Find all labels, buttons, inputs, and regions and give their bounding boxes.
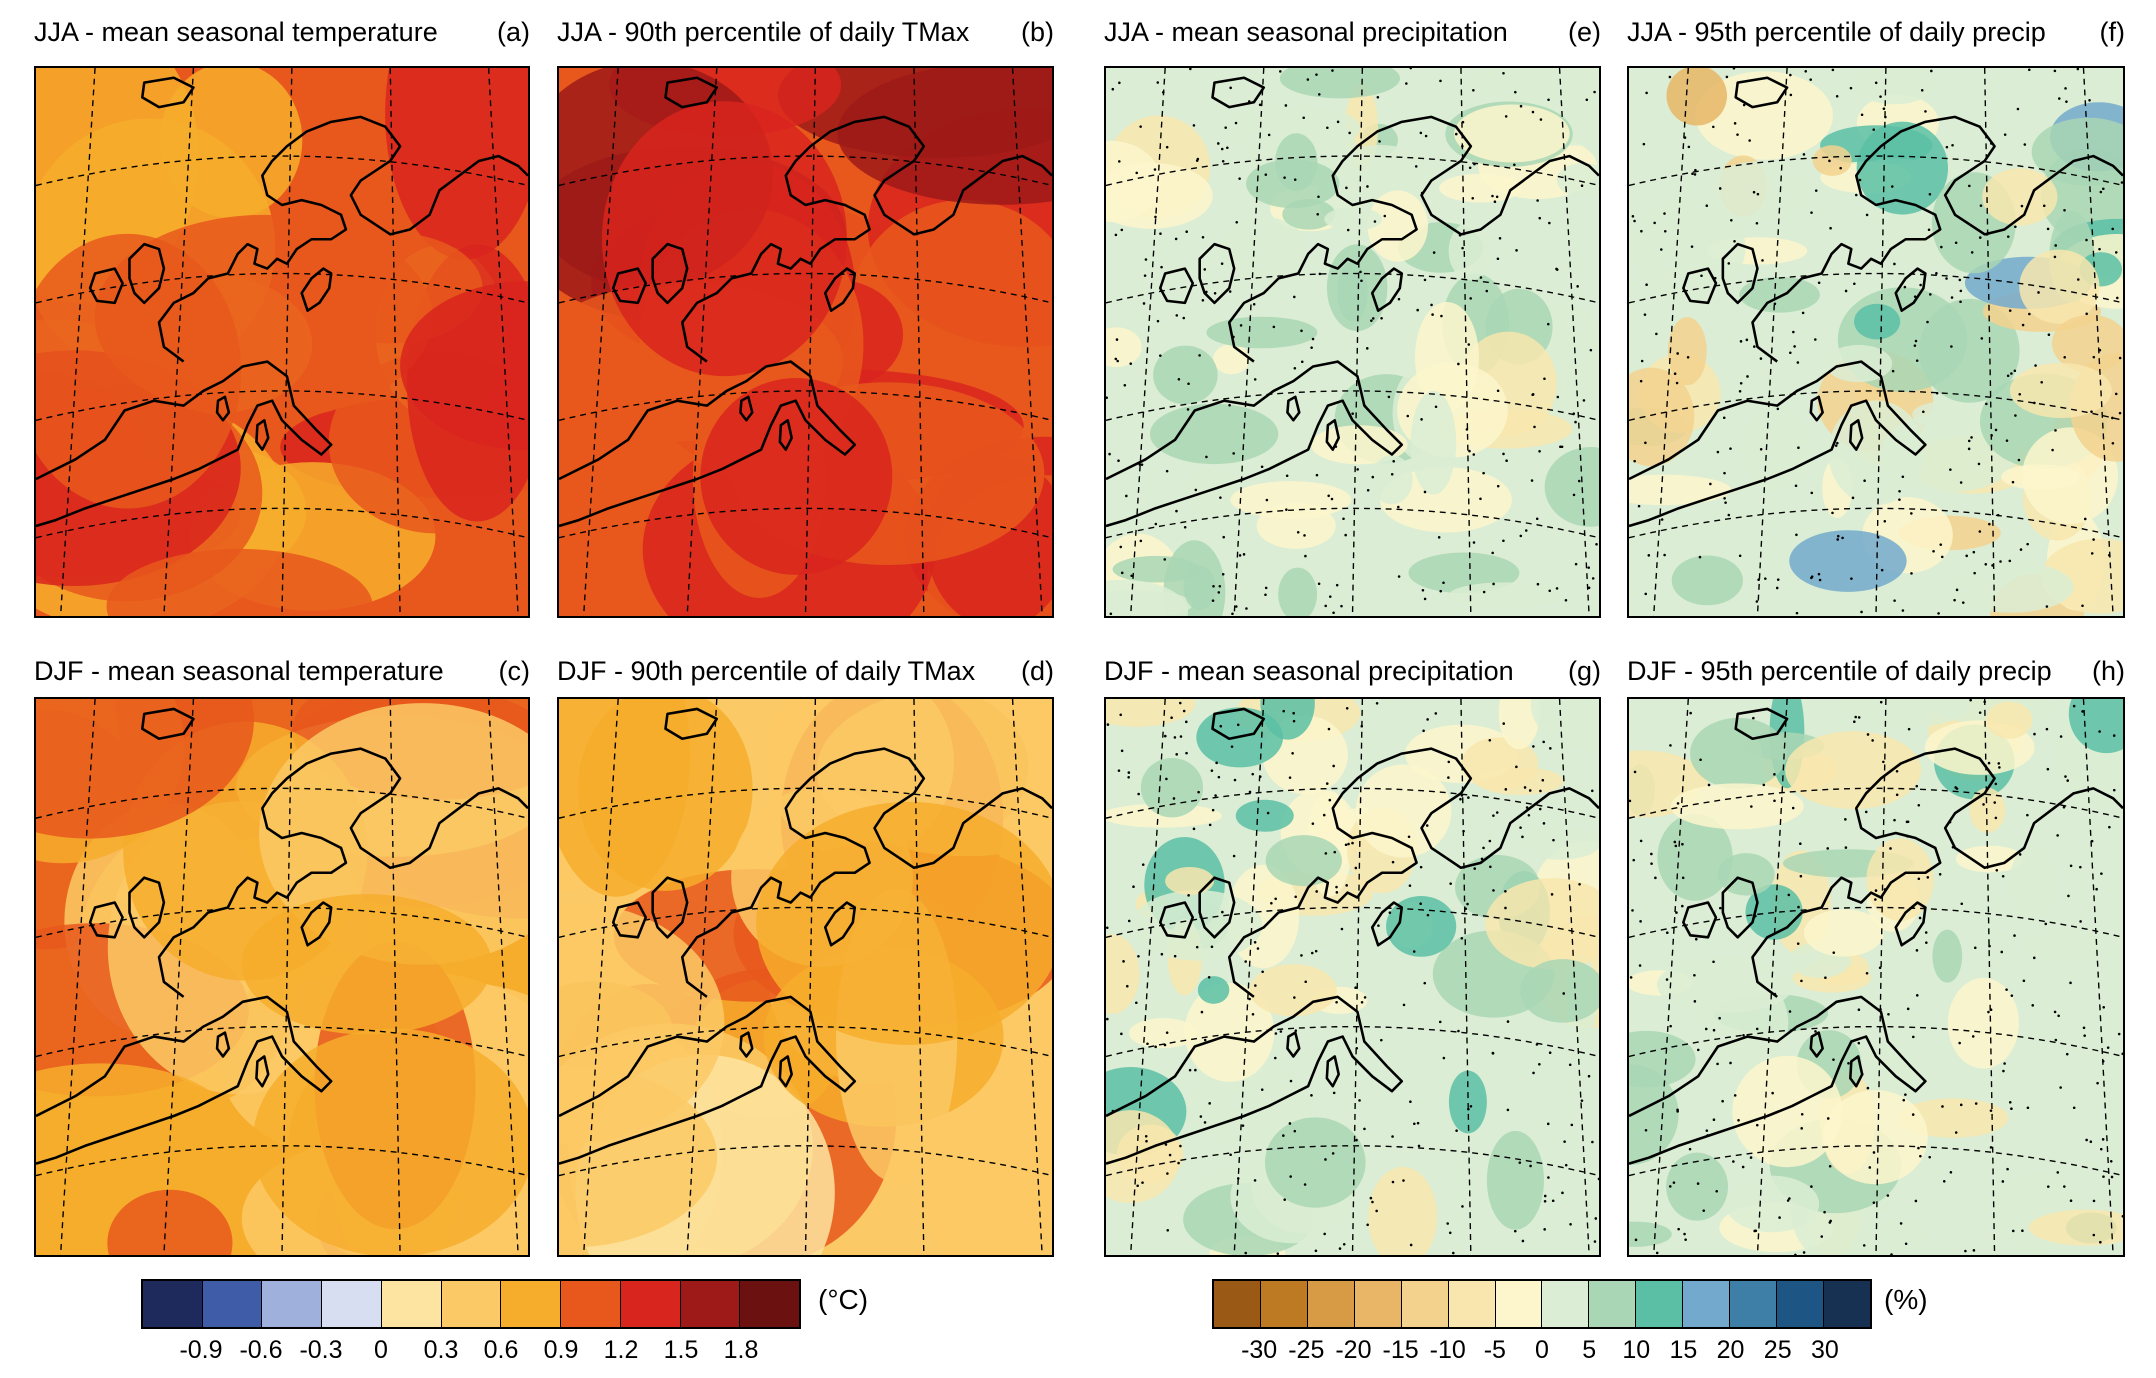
temperature-swatch — [740, 1281, 800, 1327]
panel-title-e: JJA - mean seasonal precipitation — [1104, 17, 1508, 47]
panel-letter-c: (c) — [498, 656, 530, 686]
precipitation-swatch — [1354, 1281, 1402, 1327]
precipitation-swatch — [1589, 1281, 1637, 1327]
temperature-colorbar — [141, 1279, 801, 1329]
precipitation-unit-label: (%) — [1884, 1284, 1928, 1315]
panel-letter-a: (a) — [497, 17, 530, 47]
temperature-tick-label: 0 — [374, 1336, 388, 1364]
temperature-tick-label: 0.6 — [483, 1336, 519, 1364]
map-panel-c — [34, 697, 530, 1257]
temperature-swatch — [381, 1281, 442, 1327]
panel-title-a: JJA - mean seasonal temperature — [34, 17, 438, 47]
map-svg-a — [36, 68, 528, 616]
precipitation-swatch — [1214, 1281, 1261, 1327]
temperature-swatch — [143, 1281, 203, 1327]
panel-title-b: JJA - 90th percentile of daily TMax — [557, 17, 970, 47]
temperature-swatch — [322, 1281, 382, 1327]
panel-title-d: DJF - 90th percentile of daily TMax — [557, 656, 976, 686]
map-panel-d — [557, 697, 1054, 1257]
precipitation-tick-label: -5 — [1483, 1336, 1506, 1364]
panel-title-g: DJF - mean seasonal precipitation — [1104, 656, 1514, 686]
temperature-swatch — [620, 1281, 681, 1327]
panel-letter-g: (g) — [1568, 656, 1601, 686]
precipitation-colorbar — [1212, 1279, 1872, 1329]
precipitation-swatch — [1823, 1281, 1870, 1327]
map-svg-c — [36, 699, 528, 1255]
precipitation-tick-label: -10 — [1429, 1336, 1466, 1364]
map-panel-b — [557, 66, 1054, 618]
precipitation-tick-label: -20 — [1335, 1336, 1372, 1364]
precipitation-tick-label: -30 — [1241, 1336, 1278, 1364]
panel-title-h: DJF - 95th percentile of daily precip — [1627, 656, 2052, 686]
map-panel-f — [1627, 66, 2125, 618]
precipitation-swatch — [1542, 1281, 1590, 1327]
precipitation-tick-label: 20 — [1716, 1336, 1745, 1364]
precipitation-tick-label: 5 — [1582, 1336, 1597, 1364]
precipitation-swatch — [1730, 1281, 1778, 1327]
panel-letter-b: (b) — [1021, 17, 1054, 47]
temperature-swatch — [262, 1281, 323, 1327]
precipitation-tick-label: 30 — [1810, 1336, 1839, 1364]
precipitation-tick-label: 0 — [1535, 1336, 1549, 1364]
map-svg-f — [1629, 68, 2123, 616]
temperature-swatch — [441, 1281, 502, 1327]
precipitation-tick-label: 15 — [1669, 1336, 1698, 1364]
precipitation-tick-label: -25 — [1288, 1336, 1325, 1364]
temperature-swatch — [680, 1281, 741, 1327]
map-svg-h — [1629, 699, 2123, 1255]
map-panel-a — [34, 66, 530, 618]
map-panel-g — [1104, 697, 1601, 1257]
panel-title-c: DJF - mean seasonal temperature — [34, 656, 444, 686]
temperature-tick-label: 1.5 — [663, 1336, 699, 1364]
temperature-swatch — [501, 1281, 562, 1327]
precipitation-swatch — [1777, 1281, 1824, 1327]
precipitation-swatch — [1307, 1281, 1355, 1327]
temperature-tick-label: -0.3 — [299, 1336, 343, 1364]
temperature-tick-label: 1.8 — [723, 1336, 759, 1364]
precipitation-swatch — [1448, 1281, 1496, 1327]
precipitation-swatch — [1683, 1281, 1731, 1327]
panel-title-f: JJA - 95th percentile of daily precip — [1627, 17, 2046, 47]
map-panel-h — [1627, 697, 2125, 1257]
precipitation-tick-label: -15 — [1382, 1336, 1419, 1364]
map-svg-g — [1106, 699, 1599, 1255]
map-panel-e — [1104, 66, 1601, 618]
temperature-tick-label: -0.6 — [239, 1336, 283, 1364]
temperature-swatch — [202, 1281, 263, 1327]
precipitation-swatch — [1401, 1281, 1449, 1327]
precipitation-swatch — [1260, 1281, 1308, 1327]
temperature-tick-label: 0.9 — [543, 1336, 579, 1364]
temperature-tick-label: 0.3 — [423, 1336, 459, 1364]
panel-letter-h: (h) — [2092, 656, 2125, 686]
temperature-unit-label: (°C) — [818, 1284, 869, 1315]
temperature-swatch — [561, 1281, 621, 1327]
map-svg-d — [559, 699, 1052, 1255]
map-svg-b — [559, 68, 1052, 616]
precipitation-tick-label: 25 — [1763, 1336, 1792, 1364]
panel-letter-d: (d) — [1021, 656, 1054, 686]
temperature-tick-label: 1.2 — [603, 1336, 639, 1364]
panel-letter-e: (e) — [1568, 17, 1601, 47]
precipitation-swatch — [1495, 1281, 1543, 1327]
temperature-tick-label: -0.9 — [179, 1336, 223, 1364]
precipitation-tick-label: 10 — [1622, 1336, 1651, 1364]
map-svg-e — [1106, 68, 1599, 616]
panel-letter-f: (f) — [2099, 17, 2125, 47]
precipitation-swatch — [1636, 1281, 1684, 1327]
